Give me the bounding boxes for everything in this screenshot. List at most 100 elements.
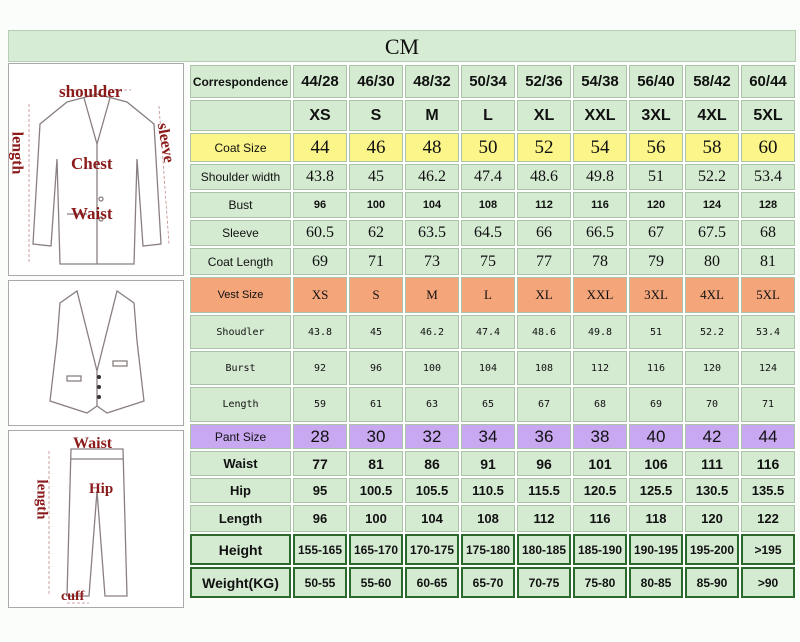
table-cell: 75 [461,248,515,275]
table-cell: 190-195 [629,534,683,565]
vest-size-row: Vest Size XS S M L XL XXL 3XL 4XL 5XL [190,277,795,313]
pant-hip-row: Hip 95 100.5 105.5 110.5 115.5 120.5 125… [190,478,795,503]
letter-size-label-empty [190,100,291,131]
coat-waist-label: Waist [71,204,113,223]
table-cell: 116 [629,351,683,385]
table-cell: 60-65 [405,567,459,598]
bust-row: Bust 96 100 104 108 112 116 120 124 128 [190,192,795,218]
table-cell: 85-90 [685,567,739,598]
coat-size-cell: 46 [349,133,403,162]
pant-size-cell: 44 [741,424,795,449]
pant-size-cell: 28 [293,424,347,449]
table-cell: 59 [293,387,347,422]
row-label: Burst [190,351,291,385]
letter-size-row: XS S M L XL XXL 3XL 4XL 5XL [190,100,795,131]
coat-diagram: shoulder Chest Waist length sleeve [8,63,184,276]
pant-waist-row: Waist 77 81 86 91 96 101 106 111 116 [190,451,795,476]
table-cell: 70 [685,387,739,422]
vest-size-cell: S [349,277,403,313]
table-cell: 73 [405,248,459,275]
table-cell: 116 [741,451,795,476]
table-cell: 75-80 [573,567,627,598]
coat-size-cell: 48 [405,133,459,162]
table-cell: 71 [349,248,403,275]
correspondence-cell: 58/42 [685,65,739,98]
table-cell: 125.5 [629,478,683,503]
row-label: Weight(KG) [190,567,291,598]
coat-size-cell: 44 [293,133,347,162]
table-cell: 80 [685,248,739,275]
vest-size-cell: 3XL [629,277,683,313]
table-cell: 47.4 [461,164,515,190]
vest-size-cell: 4XL [685,277,739,313]
row-label: Hip [190,478,291,503]
coat-size-cell: 56 [629,133,683,162]
table-cell: 100 [405,351,459,385]
table-cell: 67.5 [685,220,739,246]
table-cell: 61 [349,387,403,422]
table-cell: 92 [293,351,347,385]
table-cell: 43.8 [293,164,347,190]
pant-size-cell: 40 [629,424,683,449]
table-cell: 96 [293,192,347,218]
correspondence-cell: 44/28 [293,65,347,98]
table-cell: 45 [349,164,403,190]
table-cell: 165-170 [349,534,403,565]
row-label: Vest Size [190,277,291,313]
coat-size-row: Coat Size 44 46 48 50 52 54 56 58 60 [190,133,795,162]
table-cell: 108 [461,192,515,218]
table-cell: 68 [573,387,627,422]
vest-size-cell: XL [517,277,571,313]
table-cell: 86 [405,451,459,476]
table-cell: 124 [741,351,795,385]
pant-diagram: Waist Hip length cuff [8,430,184,608]
shoulder-width-row: Shoulder width 43.8 45 46.2 47.4 48.6 49… [190,164,795,190]
correspondence-cell: 54/38 [573,65,627,98]
table-cell: 78 [573,248,627,275]
table-cell: 124 [685,192,739,218]
table-cell: 64.5 [461,220,515,246]
table-cell: 122 [741,505,795,532]
table-cell: 112 [517,192,571,218]
table-cell: 100.5 [349,478,403,503]
coat-length-row: Coat Length 69 71 73 75 77 78 79 80 81 [190,248,795,275]
pant-size-cell: 34 [461,424,515,449]
row-label: Height [190,534,291,565]
letter-size-cell: XS [293,100,347,131]
row-label: Shoulder width [190,164,291,190]
pant-hip-label: Hip [89,481,114,497]
table-cell: 48.6 [517,315,571,349]
row-label: Shoudler [190,315,291,349]
row-label: Coat Size [190,133,291,162]
table-cell: 130.5 [685,478,739,503]
table-cell: 120.5 [573,478,627,503]
correspondence-cell: 46/30 [349,65,403,98]
letter-size-cell: M [405,100,459,131]
unit-header: CM [8,30,796,62]
row-label: Pant Size [190,424,291,449]
table-cell: 96 [349,351,403,385]
coat-drawing [28,89,170,265]
table-cell: 105.5 [405,478,459,503]
coat-chest-label: Chest [71,154,113,173]
table-cell: 120 [685,505,739,532]
table-cell: 62 [349,220,403,246]
correspondence-cell: 50/34 [461,65,515,98]
coat-length-label: length [8,131,26,175]
table-cell: 46.2 [405,315,459,349]
table-cell: 112 [517,505,571,532]
pant-size-cell: 36 [517,424,571,449]
table-cell: 50-55 [293,567,347,598]
pant-size-cell: 42 [685,424,739,449]
table-cell: 60.5 [293,220,347,246]
correspondence-cell: 52/36 [517,65,571,98]
table-cell: 53.4 [741,164,795,190]
table-cell: 48.6 [517,164,571,190]
row-label: Length [190,505,291,532]
table-cell: 120 [685,351,739,385]
coat-size-cell: 58 [685,133,739,162]
table-cell: 55-60 [349,567,403,598]
table-cell: 100 [349,505,403,532]
table-cell: 51 [629,164,683,190]
table-cell: 81 [349,451,403,476]
